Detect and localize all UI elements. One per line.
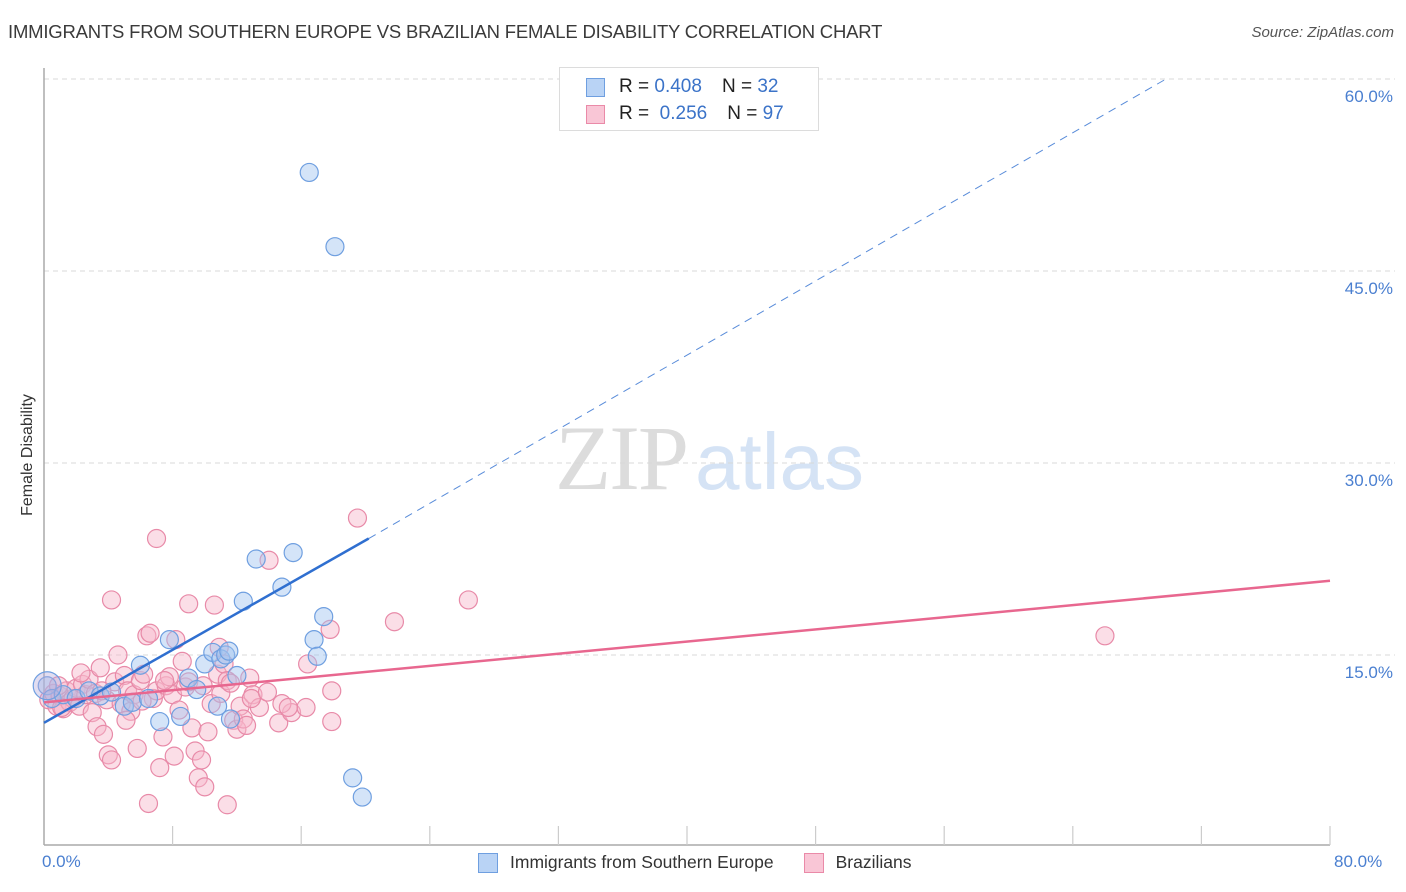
data-point-brazilians: [204, 595, 224, 615]
series-legend: Immigrants from Southern Europe Brazilia…: [478, 852, 941, 873]
data-point-immigrants: [219, 641, 239, 661]
data-point-brazilians: [230, 696, 250, 716]
data-point-immigrants: [343, 768, 363, 788]
y-axis-label: Female Disability: [19, 394, 36, 516]
legend-n-value: 97: [762, 103, 784, 124]
data-point-immigrants: [352, 787, 372, 807]
data-point-brazilians: [458, 590, 478, 610]
data-point-brazilians: [227, 719, 247, 739]
data-point-brazilians: [71, 663, 91, 683]
data-point-brazilians: [108, 645, 128, 665]
data-point-brazilians: [179, 594, 199, 614]
legend-n-label: N =: [727, 103, 758, 124]
data-point-immigrants: [171, 706, 191, 727]
data-point-brazilians: [236, 715, 257, 736]
data-point-immigrants: [37, 676, 57, 696]
legend-item-brazilians[interactable]: Brazilians: [803, 852, 912, 873]
legend-row-brazilians: R = 0.256 N = 97: [586, 101, 784, 127]
legend-swatch-blue: [478, 852, 498, 873]
data-point-brazilians: [241, 688, 261, 709]
data-point-brazilians: [384, 612, 405, 632]
data-point-brazilians: [101, 750, 122, 770]
data-point-brazilians: [150, 758, 170, 778]
data-point-brazilians: [164, 746, 184, 766]
data-point-brazilians: [87, 717, 107, 737]
legend-n-label: N =: [721, 76, 753, 97]
data-point-brazilians: [269, 713, 289, 733]
x-tick-min: 0.0%: [42, 852, 81, 871]
data-point-immigrants: [179, 668, 199, 688]
legend-r-value: 0.408: [654, 76, 702, 97]
data-point-brazilians: [101, 590, 122, 610]
data-point-brazilians: [127, 738, 147, 759]
data-point-brazilians: [90, 658, 110, 678]
data-point-brazilians: [182, 718, 202, 738]
data-point-immigrants: [150, 711, 170, 732]
data-point-immigrants: [325, 237, 345, 257]
legend-label-brazilians: Brazilians: [835, 852, 912, 872]
data-point-brazilians: [140, 623, 160, 643]
data-point-immigrants: [159, 630, 179, 650]
data-point-immigrants: [122, 692, 143, 712]
data-point-brazilians: [169, 700, 189, 720]
legend-swatch-pink: [586, 104, 605, 124]
y-tick-label: 45.0%: [1344, 279, 1393, 298]
legend-swatch-pink: [803, 852, 824, 873]
data-point-immigrants: [32, 671, 62, 701]
data-point-brazilians: [198, 722, 218, 742]
legend-r-label: R =: [619, 76, 650, 97]
legend-row-immigrants: R = 0.408 N = 32: [586, 74, 778, 100]
y-tick-label: 30.0%: [1344, 471, 1393, 490]
trendline-immigrants-extension: [368, 78, 1167, 539]
y-tick-label: 60.0%: [1344, 87, 1393, 106]
legend-swatch-blue: [586, 77, 605, 97]
data-point-brazilians: [347, 508, 368, 528]
data-point-immigrants: [307, 646, 327, 666]
data-point-immigrants: [299, 162, 319, 183]
data-point-brazilians: [93, 724, 114, 744]
data-point-immigrants: [314, 606, 334, 627]
data-point-brazilians: [143, 688, 163, 709]
data-point-immigrants: [220, 709, 241, 729]
data-point-brazilians: [153, 727, 173, 747]
data-point-immigrants: [283, 542, 303, 563]
data-point-brazilians: [138, 793, 159, 814]
legend-r-label: R =: [619, 103, 650, 124]
data-point-brazilians: [257, 682, 278, 702]
legend-item-immigrants[interactable]: Immigrants from Southern Europe: [478, 852, 774, 873]
data-point-brazilians: [137, 626, 157, 646]
data-point-immigrants: [304, 630, 324, 650]
legend-label-immigrants: Immigrants from Southern Europe: [510, 852, 774, 872]
data-point-immigrants: [208, 696, 228, 716]
data-point-immigrants: [246, 549, 266, 569]
data-point-brazilians: [98, 745, 118, 765]
data-point-brazilians: [172, 651, 192, 672]
data-point-brazilians: [322, 681, 342, 701]
legend-n-value: 32: [757, 76, 779, 97]
data-point-brazilians: [296, 697, 316, 718]
trendline-immigrants: [43, 537, 370, 724]
data-point-brazilians: [322, 711, 342, 732]
data-point-brazilians: [278, 697, 298, 718]
data-point-brazilians: [154, 670, 175, 691]
data-point-brazilians: [146, 528, 167, 549]
legend-r-value: 0.256: [659, 103, 708, 124]
correlation-legend: R = 0.408 N = 32 R = 0.256 N = 97: [559, 67, 819, 131]
y-tick-label: 15.0%: [1344, 663, 1393, 682]
data-point-brazilians: [195, 777, 215, 797]
data-point-immigrants: [227, 665, 247, 686]
data-point-brazilians: [298, 654, 318, 674]
trendline-brazilians: [43, 579, 1331, 704]
data-point-brazilians: [217, 795, 237, 815]
chart-title: IMMIGRANTS FROM SOUTHERN EUROPE VS BRAZI…: [8, 21, 883, 42]
data-point-brazilians: [116, 710, 136, 730]
x-tick-max: 80.0%: [1334, 852, 1383, 871]
data-point-brazilians: [191, 750, 212, 770]
data-point-brazilians: [1095, 626, 1115, 646]
source-label: Source: ZipAtlas.com: [1251, 24, 1394, 41]
